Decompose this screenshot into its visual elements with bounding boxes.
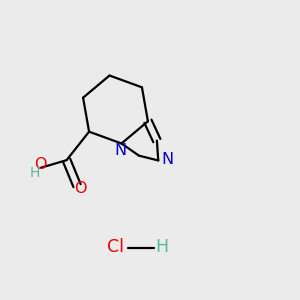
Text: O: O — [34, 157, 46, 172]
Text: N: N — [161, 152, 173, 167]
Text: N: N — [114, 142, 126, 158]
Text: O: O — [74, 181, 87, 196]
Text: H: H — [155, 238, 169, 256]
Text: Cl: Cl — [107, 238, 124, 256]
Text: H: H — [30, 166, 40, 180]
